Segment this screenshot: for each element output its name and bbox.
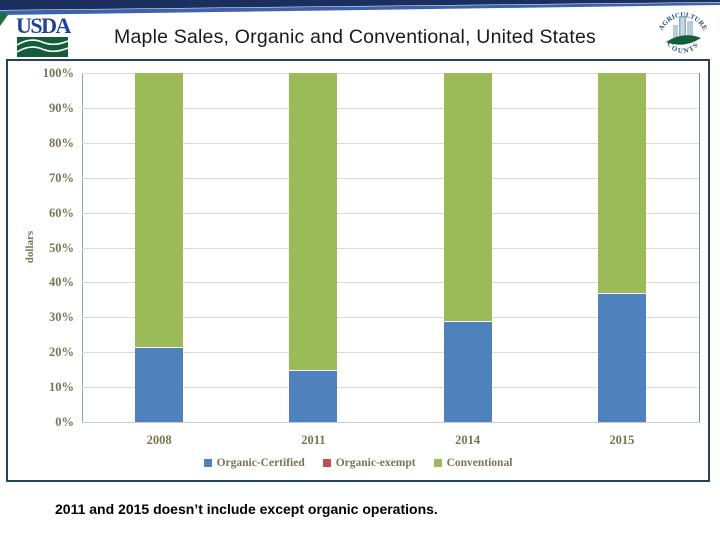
gridline: [82, 177, 699, 179]
gridline: [82, 247, 699, 249]
legend-swatch: [203, 459, 212, 467]
gridline: [82, 282, 699, 284]
y-tick-label: 30%: [49, 310, 74, 325]
bar-2011: [289, 73, 338, 422]
y-tick-label: 100%: [42, 66, 74, 80]
usda-symbol-field: [17, 37, 68, 57]
legend-item: Organic-exempt: [322, 457, 416, 469]
usda-symbol-wave-2: [16, 46, 69, 53]
chart: dollars Organic-Certified Organic-exempt C…: [6, 59, 710, 482]
chart-legend: Organic-Certified Organic-exempt Conventio…: [8, 457, 708, 469]
y-tick-label: 70%: [49, 170, 74, 185]
usda-logo-text: USDA: [16, 13, 71, 38]
banner-blue-stripe: [0, 2, 720, 15]
gridline: [82, 107, 699, 109]
legend-item: Conventional: [433, 457, 513, 469]
legend-label: Organic-exempt: [335, 457, 416, 469]
agcounts-building-icon: [666, 16, 701, 45]
legend-label: Conventional: [446, 457, 513, 469]
bar-segment-organic-certified: [597, 292, 646, 422]
y-tick-label: 80%: [49, 135, 74, 150]
agriculture-counts-logo: AGRICULTURE COUNTS: [657, 11, 709, 55]
x-tick-label: 2008: [146, 433, 172, 447]
bar-2014: [443, 73, 492, 422]
x-tick-label: 2011: [301, 433, 326, 447]
bar-segment-conventional: [597, 73, 646, 293]
bar-segment-organic-certified: [289, 369, 338, 422]
gridline: [82, 317, 699, 319]
page-title: Maple Sales, Organic and Conventional, U…: [114, 26, 596, 48]
gridline: [82, 387, 699, 389]
x-axis-line: [82, 422, 700, 423]
bar-segment-organic-certified: [443, 320, 492, 422]
legend-swatch: [322, 459, 331, 467]
bar-segment-conventional: [443, 73, 492, 321]
y-tick-label: 40%: [49, 275, 74, 290]
top-banner: [0, 0, 720, 26]
footnote: 2011 and 2015 doesn’t include except org…: [55, 501, 438, 517]
bar-segment-conventional: [289, 73, 338, 370]
y-tick-label: 50%: [49, 240, 74, 255]
legend-swatch: [433, 459, 442, 467]
usda-symbol-wave-1: [16, 39, 69, 46]
bar-2008: [135, 73, 184, 422]
banner-navy-band: [0, 0, 720, 10]
banner-green-corner: [0, 12, 9, 26]
legend-label: Organic-Certified: [216, 457, 305, 469]
legend-item: Organic-Certified: [203, 457, 305, 469]
bar-segment-conventional: [135, 73, 184, 347]
gridline: [82, 352, 699, 354]
y-tick-label: 10%: [49, 380, 74, 395]
y-tick-label: 60%: [49, 205, 74, 220]
y-tick-label: 90%: [49, 100, 74, 115]
bar-segment-organic-certified: [135, 346, 184, 422]
usda-logo: USDA: [16, 13, 71, 57]
y-tick-label: 20%: [49, 345, 74, 360]
x-tick-label: 2014: [455, 433, 481, 447]
plot-right-border: [699, 73, 700, 422]
gridline: [82, 212, 699, 214]
y-tick-label: 0%: [55, 415, 74, 429]
bar-2015: [597, 73, 646, 422]
x-tick-label: 2015: [609, 433, 635, 447]
gridline: [82, 73, 699, 74]
gridline: [82, 142, 699, 144]
